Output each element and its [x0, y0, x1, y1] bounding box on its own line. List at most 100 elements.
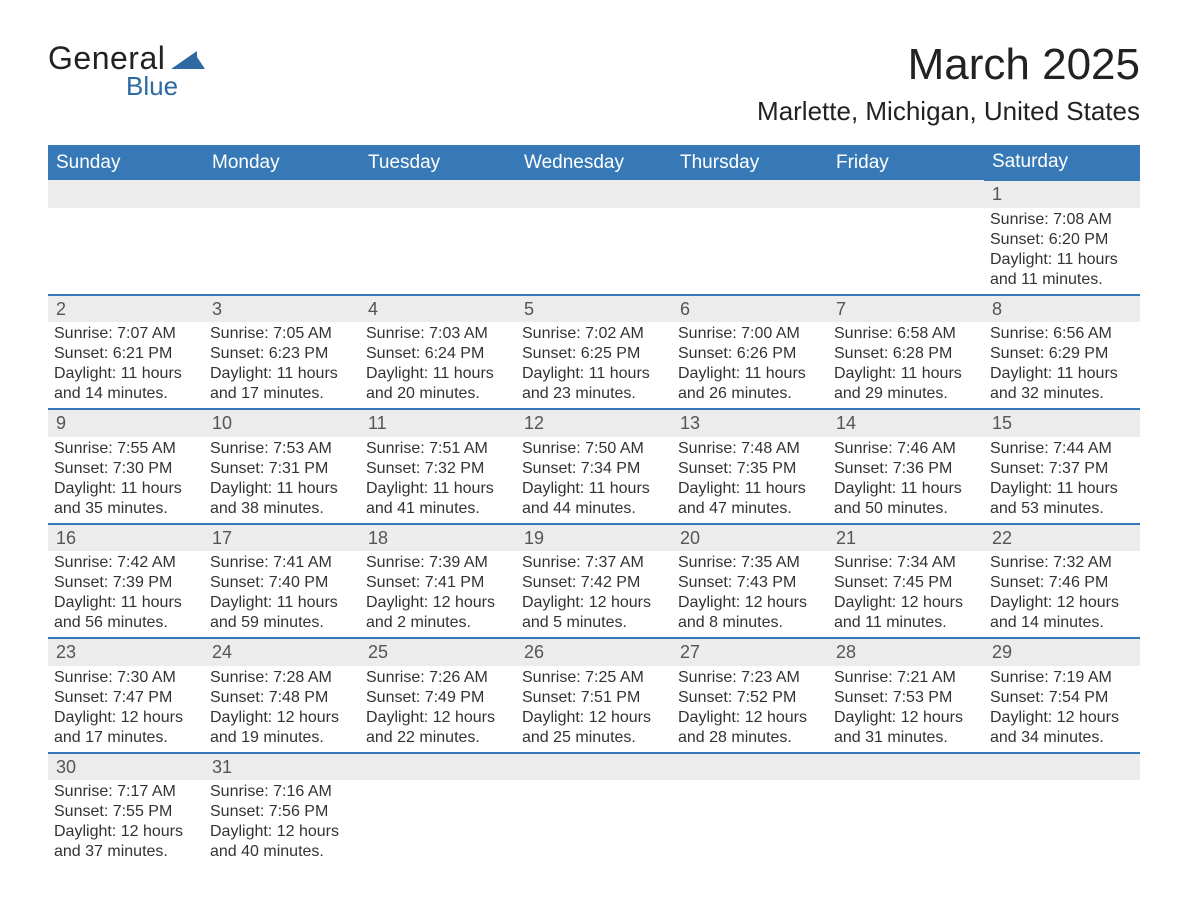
daylight-line2: and 47 minutes. [678, 499, 822, 519]
day-details: Sunrise: 7:55 AMSunset: 7:30 PMDaylight:… [48, 437, 204, 524]
sunrise-text: Sunrise: 7:25 AM [522, 668, 666, 688]
sunset-text: Sunset: 6:24 PM [366, 344, 510, 364]
sunset-text: Sunset: 7:43 PM [678, 573, 822, 593]
daylight-line2: and 50 minutes. [834, 499, 978, 519]
empty-cell [672, 180, 828, 208]
weekday-header: Monday [204, 145, 360, 180]
day-number: 19 [516, 524, 672, 552]
daylight-line2: and 32 minutes. [990, 384, 1134, 404]
header: General Blue March 2025 Marlette, Michig… [48, 40, 1140, 127]
day-details: Sunrise: 7:53 AMSunset: 7:31 PMDaylight:… [204, 437, 360, 524]
sunset-text: Sunset: 7:49 PM [366, 688, 510, 708]
day-details: Sunrise: 7:28 AMSunset: 7:48 PMDaylight:… [204, 666, 360, 753]
day-number: 18 [360, 524, 516, 552]
sunset-text: Sunset: 6:28 PM [834, 344, 978, 364]
day-number-row: 23242526272829 [48, 638, 1140, 666]
empty-cell [984, 780, 1140, 866]
daylight-line2: and 56 minutes. [54, 613, 198, 633]
day-number: 11 [360, 409, 516, 437]
sunset-text: Sunset: 7:41 PM [366, 573, 510, 593]
sunrise-text: Sunrise: 7:32 AM [990, 553, 1134, 573]
day-number: 29 [984, 638, 1140, 666]
empty-cell [360, 208, 516, 295]
daylight-line1: Daylight: 11 hours [366, 364, 510, 384]
daylight-line1: Daylight: 12 hours [678, 708, 822, 728]
title-block: March 2025 Marlette, Michigan, United St… [757, 40, 1140, 127]
daylight-line2: and 17 minutes. [210, 384, 354, 404]
sunrise-text: Sunrise: 7:07 AM [54, 324, 198, 344]
sunset-text: Sunset: 7:40 PM [210, 573, 354, 593]
empty-cell [516, 780, 672, 866]
daylight-line1: Daylight: 11 hours [834, 479, 978, 499]
daylight-line2: and 59 minutes. [210, 613, 354, 633]
daylight-line1: Daylight: 11 hours [54, 593, 198, 613]
day-number-row: 3031 [48, 753, 1140, 781]
day-number: 15 [984, 409, 1140, 437]
sunset-text: Sunset: 7:53 PM [834, 688, 978, 708]
daylight-line2: and 41 minutes. [366, 499, 510, 519]
daylight-line1: Daylight: 12 hours [366, 708, 510, 728]
weekday-header: Sunday [48, 145, 204, 180]
day-number: 25 [360, 638, 516, 666]
sunrise-text: Sunrise: 7:30 AM [54, 668, 198, 688]
sunrise-text: Sunrise: 7:05 AM [210, 324, 354, 344]
empty-cell [360, 180, 516, 208]
empty-cell [516, 753, 672, 781]
day-number: 27 [672, 638, 828, 666]
daylight-line2: and 23 minutes. [522, 384, 666, 404]
daylight-line2: and 28 minutes. [678, 728, 822, 748]
weekday-header: Tuesday [360, 145, 516, 180]
day-number-row: 9101112131415 [48, 409, 1140, 437]
day-details: Sunrise: 7:46 AMSunset: 7:36 PMDaylight:… [828, 437, 984, 524]
daylight-line1: Daylight: 12 hours [54, 708, 198, 728]
daylight-line1: Daylight: 11 hours [678, 479, 822, 499]
day-number: 28 [828, 638, 984, 666]
day-number: 2 [48, 295, 204, 323]
sunrise-text: Sunrise: 7:23 AM [678, 668, 822, 688]
sunrise-text: Sunrise: 7:39 AM [366, 553, 510, 573]
empty-cell [672, 780, 828, 866]
sunrise-text: Sunrise: 7:08 AM [990, 210, 1134, 230]
sunset-text: Sunset: 6:21 PM [54, 344, 198, 364]
empty-cell [828, 780, 984, 866]
day-details: Sunrise: 7:25 AMSunset: 7:51 PMDaylight:… [516, 666, 672, 753]
daylight-line2: and 8 minutes. [678, 613, 822, 633]
empty-cell [48, 208, 204, 295]
sunrise-text: Sunrise: 7:48 AM [678, 439, 822, 459]
location-subtitle: Marlette, Michigan, United States [757, 96, 1140, 127]
day-number: 8 [984, 295, 1140, 323]
sunset-text: Sunset: 7:51 PM [522, 688, 666, 708]
sunset-text: Sunset: 7:31 PM [210, 459, 354, 479]
day-number: 5 [516, 295, 672, 323]
day-number: 13 [672, 409, 828, 437]
daylight-line1: Daylight: 12 hours [522, 708, 666, 728]
day-details: Sunrise: 7:07 AMSunset: 6:21 PMDaylight:… [48, 322, 204, 409]
day-details: Sunrise: 7:35 AMSunset: 7:43 PMDaylight:… [672, 551, 828, 638]
daylight-line1: Daylight: 12 hours [210, 708, 354, 728]
day-number: 6 [672, 295, 828, 323]
daylight-line2: and 5 minutes. [522, 613, 666, 633]
sunset-text: Sunset: 7:35 PM [678, 459, 822, 479]
day-details: Sunrise: 7:19 AMSunset: 7:54 PMDaylight:… [984, 666, 1140, 753]
day-details: Sunrise: 7:48 AMSunset: 7:35 PMDaylight:… [672, 437, 828, 524]
daylight-line2: and 19 minutes. [210, 728, 354, 748]
sunrise-text: Sunrise: 7:46 AM [834, 439, 978, 459]
daylight-line1: Daylight: 11 hours [990, 250, 1134, 270]
day-detail-row: Sunrise: 7:08 AMSunset: 6:20 PMDaylight:… [48, 208, 1140, 295]
daylight-line1: Daylight: 11 hours [210, 364, 354, 384]
day-detail-row: Sunrise: 7:07 AMSunset: 6:21 PM Daylight:… [48, 322, 1140, 409]
sunrise-text: Sunrise: 7:03 AM [366, 324, 510, 344]
sunset-text: Sunset: 7:39 PM [54, 573, 198, 593]
sunrise-text: Sunrise: 7:02 AM [522, 324, 666, 344]
daylight-line1: Daylight: 11 hours [990, 479, 1134, 499]
daylight-line2: and 26 minutes. [678, 384, 822, 404]
day-number-row: 2345678 [48, 295, 1140, 323]
sunrise-text: Sunrise: 7:00 AM [678, 324, 822, 344]
daylight-line1: Daylight: 11 hours [522, 479, 666, 499]
sunset-text: Sunset: 6:20 PM [990, 230, 1134, 250]
daylight-line1: Daylight: 12 hours [990, 708, 1134, 728]
page-title: March 2025 [757, 40, 1140, 90]
sunset-text: Sunset: 7:55 PM [54, 802, 198, 822]
daylight-line1: Daylight: 11 hours [990, 364, 1134, 384]
daylight-line2: and 31 minutes. [834, 728, 978, 748]
